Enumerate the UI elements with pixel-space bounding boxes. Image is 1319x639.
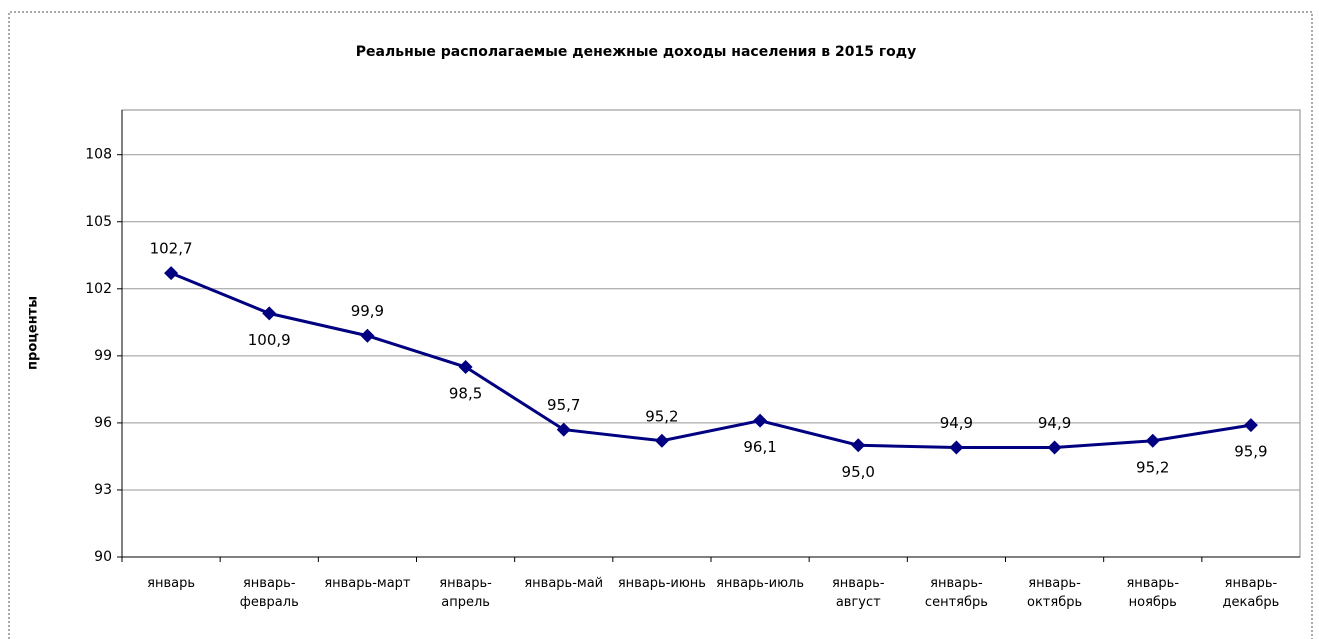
x-tick-label: январь-март <box>324 576 411 591</box>
y-tick-label: 108 <box>85 147 112 163</box>
data-label: 95,2 <box>645 407 678 425</box>
x-tick-label: январь-февраль <box>239 576 299 610</box>
series-line <box>170 271 1252 449</box>
marker <box>556 422 571 437</box>
y-tick-label: 93 <box>94 482 112 498</box>
y-axis-label: проценты <box>26 296 41 370</box>
x-tick-label: январь-август <box>831 576 885 610</box>
marker <box>1145 433 1160 448</box>
y-tick-label: 105 <box>85 214 112 230</box>
data-label: 94,9 <box>1038 414 1071 432</box>
data-label: 95,9 <box>1234 443 1267 461</box>
x-tick-label: январь-сентябрь <box>924 576 988 610</box>
y-tick-label: 96 <box>94 415 112 431</box>
x-tick-label: январь-апрель <box>439 576 492 610</box>
marker <box>360 328 375 343</box>
x-tick-label: январь-декабрь <box>1222 576 1280 610</box>
data-label: 95,7 <box>547 396 580 414</box>
marker <box>949 440 964 455</box>
marker <box>164 266 179 281</box>
data-label: 98,5 <box>449 385 482 403</box>
data-label: 95,0 <box>842 463 875 481</box>
data-label: 100,9 <box>248 331 291 349</box>
y-tick-label: 102 <box>85 281 112 297</box>
x-tick-label: январь-июнь <box>617 576 706 591</box>
marker <box>753 413 768 428</box>
data-label: 99,9 <box>351 302 384 320</box>
marker <box>654 433 669 448</box>
marker <box>458 360 473 375</box>
x-tick-label: январь-июль <box>716 576 805 591</box>
x-tick-label: январь <box>147 576 196 591</box>
marker <box>851 438 866 453</box>
marker <box>1047 440 1062 455</box>
data-label: 96,1 <box>743 438 776 456</box>
data-label: 102,7 <box>150 240 193 258</box>
plot-area <box>121 109 1301 558</box>
frame <box>8 11 1313 639</box>
x-tick-label: январь-октябрь <box>1027 576 1083 610</box>
marker <box>262 306 277 321</box>
x-tick-label: январь-май <box>524 576 604 591</box>
x-tick-label: январь-ноябрь <box>1126 576 1180 610</box>
y-tick-label: 90 <box>94 549 112 565</box>
chart-title: Реальные располагаемые денежные доходы н… <box>356 44 916 60</box>
marker <box>1243 418 1258 433</box>
data-label: 95,2 <box>1136 458 1169 476</box>
y-tick-label: 99 <box>94 348 112 364</box>
data-label: 94,9 <box>940 414 973 432</box>
